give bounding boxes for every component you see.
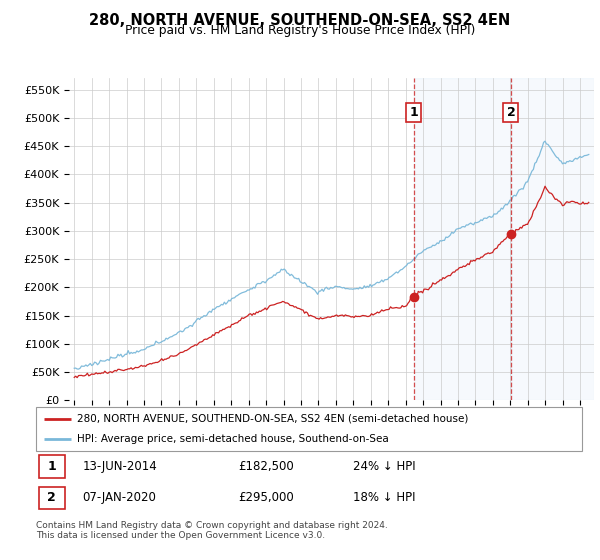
Text: 07-JAN-2020: 07-JAN-2020 (82, 491, 156, 504)
Text: 280, NORTH AVENUE, SOUTHEND-ON-SEA, SS2 4EN (semi-detached house): 280, NORTH AVENUE, SOUTHEND-ON-SEA, SS2 … (77, 414, 469, 424)
Text: 1: 1 (409, 106, 418, 119)
Text: 13-JUN-2014: 13-JUN-2014 (82, 460, 157, 473)
Text: 2: 2 (506, 106, 515, 119)
Bar (413, 78, 511, 400)
Text: 24% ↓ HPI: 24% ↓ HPI (353, 460, 415, 473)
FancyBboxPatch shape (36, 407, 582, 451)
Text: 2: 2 (47, 491, 56, 504)
Text: HPI: Average price, semi-detached house, Southend-on-Sea: HPI: Average price, semi-detached house,… (77, 434, 389, 444)
Text: Price paid vs. HM Land Registry's House Price Index (HPI): Price paid vs. HM Land Registry's House … (125, 24, 475, 37)
Text: Contains HM Land Registry data © Crown copyright and database right 2024.
This d: Contains HM Land Registry data © Crown c… (36, 521, 388, 540)
Bar (511, 78, 594, 400)
FancyBboxPatch shape (39, 455, 65, 478)
FancyBboxPatch shape (39, 487, 65, 509)
Text: £182,500: £182,500 (238, 460, 294, 473)
Text: 18% ↓ HPI: 18% ↓ HPI (353, 491, 415, 504)
Text: 280, NORTH AVENUE, SOUTHEND-ON-SEA, SS2 4EN: 280, NORTH AVENUE, SOUTHEND-ON-SEA, SS2 … (89, 13, 511, 28)
Text: £295,000: £295,000 (238, 491, 294, 504)
Text: 1: 1 (47, 460, 56, 473)
